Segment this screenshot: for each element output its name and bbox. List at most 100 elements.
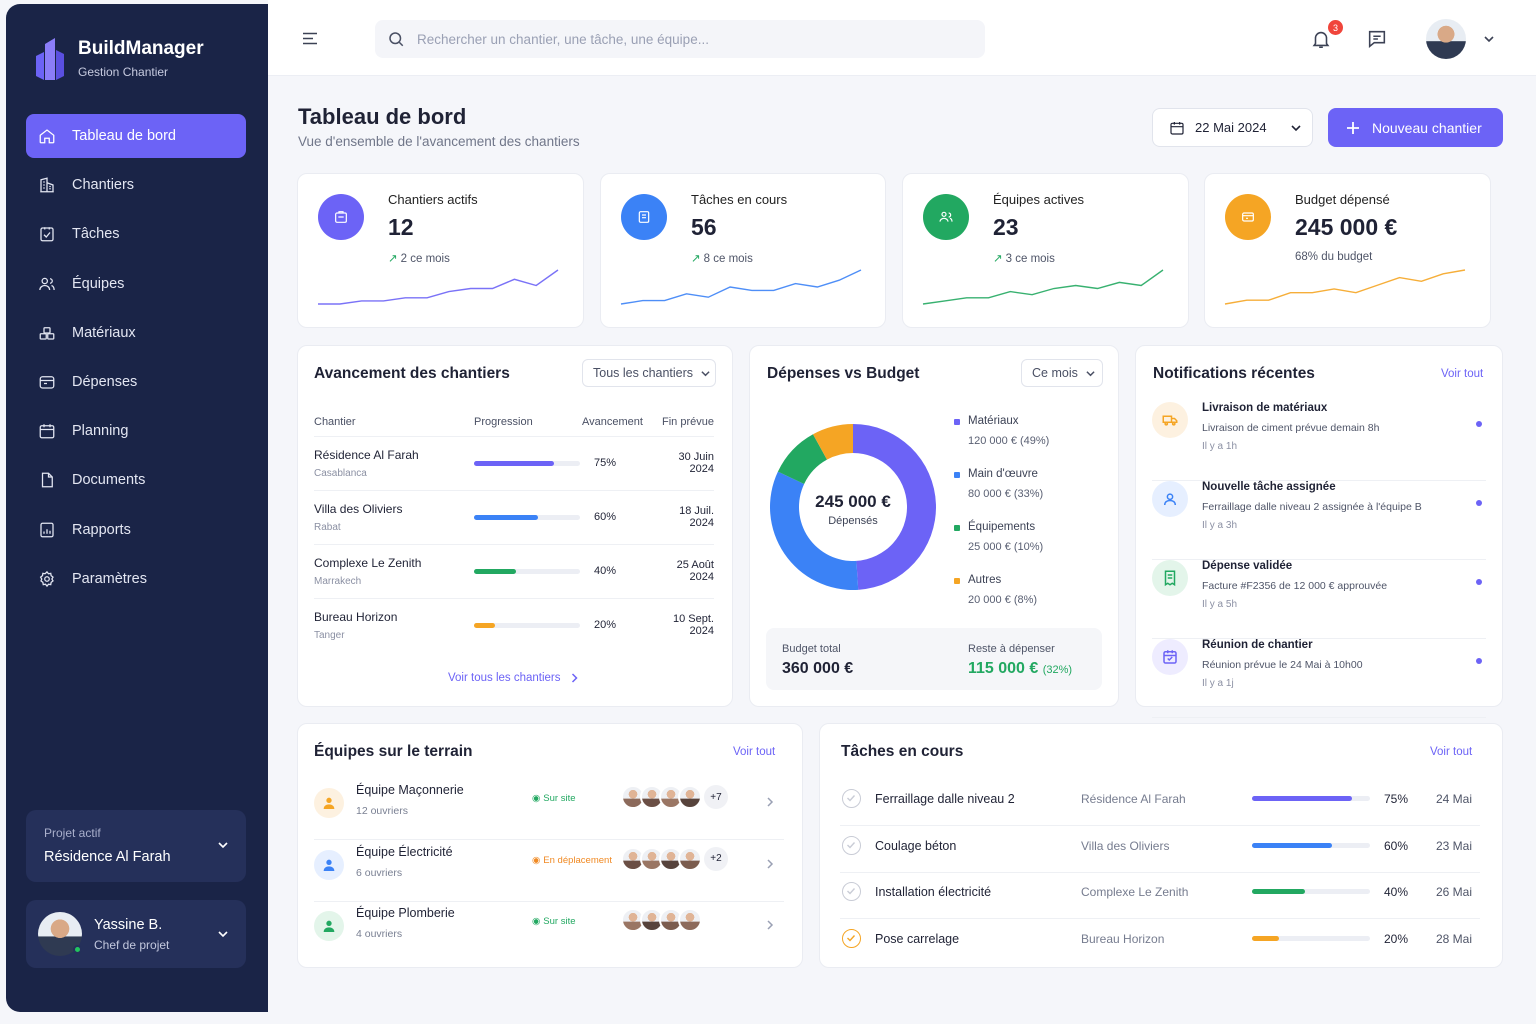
notification-desc: Livraison de ciment prévue demain 8h — [1202, 422, 1380, 434]
search-bar[interactable] — [375, 20, 985, 58]
notification-count-badge: 3 — [1328, 20, 1343, 35]
notification-item[interactable]: Livraison de matériaux Livraison de cimen… — [1152, 402, 1486, 481]
sidebar-item-equipes[interactable]: Équipes — [26, 262, 246, 306]
teams-see-all-link[interactable]: Voir tout — [733, 746, 776, 758]
site-city: Marrakech — [314, 575, 362, 587]
table-row[interactable]: Villa des Oliviers Rabat 60% 18 Juil. 2024 — [314, 489, 714, 544]
more-members-count: +2 — [704, 846, 728, 871]
task-checkbox[interactable] — [842, 882, 861, 901]
kpi-value: 12 — [388, 214, 414, 240]
brand-subtitle: Gestion Chantier — [78, 64, 169, 79]
new-site-button[interactable]: Nouveau chantier — [1328, 108, 1503, 147]
budget-remaining-value: 115 000 € — [968, 660, 1039, 677]
sidebar-item-label: Dépenses — [72, 373, 138, 390]
sidebar-item-materiaux[interactable]: Matériaux — [26, 311, 246, 355]
chevron-down-icon[interactable] — [1484, 34, 1494, 44]
sidebar-item-chantiers[interactable]: Chantiers — [26, 163, 246, 207]
sidebar-item-label: Tâches — [72, 226, 120, 243]
donut-slice[interactable] — [770, 471, 859, 590]
all-sites-link[interactable]: Voir tous les chantiers — [448, 672, 578, 684]
notification-time: Il y a 5h — [1202, 599, 1238, 610]
table-row[interactable]: Résidence Al Farah Casablanca 75% 30 Juin 2… — [314, 435, 714, 490]
legend-swatch — [954, 578, 960, 584]
donut-slice[interactable] — [853, 424, 936, 590]
unread-dot — [1476, 500, 1482, 506]
kpi-card[interactable]: Budget dépensé 245 000 € 68% du budget — [1204, 173, 1491, 328]
kpi-sparkline — [318, 269, 559, 305]
chevron-right-icon[interactable] — [766, 920, 774, 930]
site-cell: Bureau Horizon Tanger — [314, 597, 474, 652]
table-row[interactable]: Complexe Le Zenith Marrakech 40% 25 Août 20… — [314, 543, 714, 598]
legend-label: Équipements — [968, 521, 1036, 533]
home-icon — [39, 129, 55, 144]
menu-toggle-icon[interactable] — [302, 32, 318, 45]
legend-label: Main d'œuvre — [968, 468, 1038, 480]
progress-value: 40% — [582, 543, 652, 598]
bell-icon[interactable] — [1310, 28, 1332, 50]
site-name: Bureau Horizon — [314, 609, 398, 624]
task-row[interactable]: Installation électricité Complexe Le Zeni… — [840, 872, 1480, 919]
notification-item[interactable]: Nouvelle tâche assignée Ferraillage dalle… — [1152, 481, 1486, 560]
sidebar-item-depenses[interactable]: Dépenses — [26, 360, 246, 404]
table-row[interactable]: Bureau Horizon Tanger 20% 10 Sept. 2024 — [314, 597, 714, 652]
sidebar-item-label: Planning — [72, 423, 129, 440]
kpi-icon — [318, 194, 364, 240]
kpi-label: Équipes actives — [993, 192, 1085, 207]
topbar: 3 — [268, 0, 1536, 76]
task-checkbox[interactable] — [842, 835, 861, 855]
team-row[interactable]: Équipe Maçonnerie 12 ouvriers ◉ Sur site +7 — [314, 779, 784, 840]
legend-value: 120 000 € (49%) — [968, 435, 1050, 447]
team-row[interactable]: Équipe Électricité 6 ouvriers ◉ En déplacem… — [314, 841, 784, 902]
sidebar-item-planning[interactable]: Planning — [26, 409, 246, 453]
sidebar-item-rapports[interactable]: Rapports — [26, 508, 246, 552]
task-row[interactable]: Pose carrelage Bureau Horizon 20% 28 Mai — [840, 919, 1480, 966]
kpi-change: 68% du budget — [1295, 251, 1372, 263]
notifications-see-all-link[interactable]: Voir tout — [1441, 368, 1484, 380]
active-project-label: Projet actif — [44, 826, 101, 840]
chevron-down-icon — [1290, 124, 1301, 131]
notification-item[interactable]: Réunion de chantier Réunion prévue le 24 … — [1152, 639, 1486, 718]
team-avatars: +2 — [621, 846, 728, 871]
task-checkbox[interactable] — [842, 928, 861, 948]
brand-logo[interactable]: BuildManager Gestion Chantier — [32, 34, 204, 82]
tasks-see-all-link[interactable]: Voir tout — [1430, 746, 1473, 758]
building-icon — [40, 177, 54, 193]
task-row[interactable]: Ferraillage dalle niveau 2 Résidence Al F… — [840, 779, 1480, 826]
sidebar-nav: Tableau de bord Chantiers Tâches Équipes… — [26, 114, 246, 606]
donut-slice[interactable] — [777, 434, 827, 485]
team-avatars: +7 — [621, 785, 728, 809]
legend-item: Main d'œuvre 80 000 € (33%) — [954, 468, 1043, 500]
donut-slice[interactable] — [813, 424, 853, 460]
document-icon — [41, 472, 53, 488]
kpi-card[interactable]: Tâches en cours 56 ↗ 8 ce mois — [600, 173, 886, 328]
team-status: ◉ En déplacement — [532, 855, 612, 866]
sidebar-item-label: Chantiers — [72, 177, 135, 194]
chevron-right-icon[interactable] — [766, 858, 774, 869]
sites-filter-select[interactable]: Tous les chantiers — [582, 359, 716, 387]
sidebar-item-parametres[interactable]: Paramètres — [26, 557, 246, 601]
worker-icon — [323, 859, 335, 871]
task-row[interactable]: Coulage béton Villa des Oliviers 60% 23 Mai — [840, 826, 1480, 873]
chat-icon[interactable] — [1366, 28, 1388, 50]
search-input[interactable] — [417, 31, 957, 47]
team-icon-wrap — [314, 849, 344, 880]
sidebar-item-dashboard[interactable]: Tableau de bord — [26, 114, 246, 158]
team-row[interactable]: Équipe Plomberie 4 ouvriers ◉ Sur site — [314, 902, 784, 963]
end-date: 30 Juin 2024 — [652, 435, 714, 490]
team-name: Équipe Plomberie — [356, 906, 455, 920]
period-filter-select[interactable]: Ce mois — [1021, 359, 1103, 387]
sidebar-item-label: Rapports — [72, 521, 131, 538]
team-icon-wrap — [314, 911, 344, 941]
sidebar-item-documents[interactable]: Documents — [26, 458, 246, 502]
active-project-selector[interactable]: Projet actif Résidence Al Farah — [26, 810, 246, 882]
kpi-sparkline — [922, 269, 1164, 305]
chevron-right-icon[interactable] — [766, 797, 774, 807]
notification-item[interactable]: Dépense validée Facture #F2356 de 12 000 … — [1152, 560, 1486, 639]
date-picker[interactable]: 22 Mai 2024 — [1152, 108, 1313, 147]
user-menu[interactable]: Yassine B. Chef de projet — [26, 900, 246, 968]
kpi-card[interactable]: Chantiers actifs 12 ↗ 2 ce mois — [297, 173, 584, 328]
kpi-card[interactable]: Équipes actives 23 ↗ 3 ce mois — [902, 173, 1189, 328]
task-checkbox[interactable] — [842, 789, 861, 808]
sidebar-item-taches[interactable]: Tâches — [26, 212, 246, 256]
header-avatar[interactable] — [1426, 19, 1466, 59]
